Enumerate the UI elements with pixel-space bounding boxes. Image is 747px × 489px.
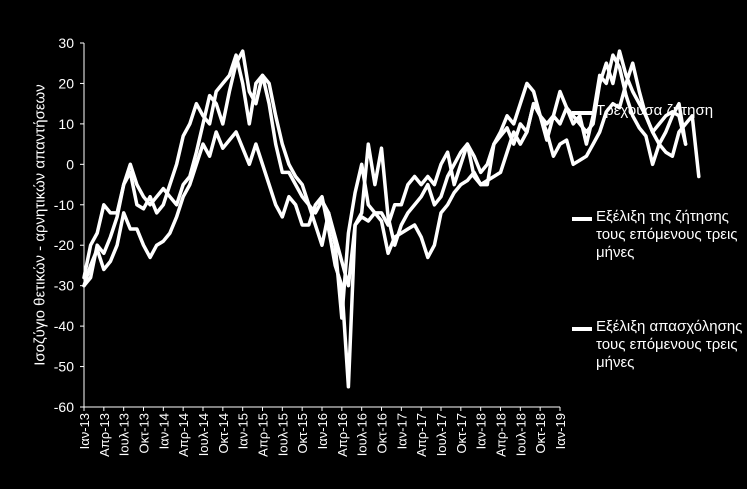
legend-swatch-demand-outlook (572, 217, 592, 221)
x-tick-label: Απρ-16 (335, 413, 350, 457)
legend-swatch-current-demand (572, 111, 592, 115)
x-tick-label: Απρ-18 (494, 413, 509, 457)
x-tick-label: Ιαν-16 (315, 413, 330, 449)
x-tick-label: Ιαν-18 (474, 413, 489, 449)
x-tick-label: Απρ-15 (256, 413, 271, 457)
legend-item-demand-outlook: Εξέλιξη της ζήτησης τους επόμενους τρεις… (572, 208, 746, 262)
x-tick-label: Ιαν-14 (156, 413, 171, 449)
x-tick-label: Απρ-13 (97, 413, 112, 457)
y-tick-label: -20 (54, 237, 74, 253)
x-tick-label: Οκτ-15 (295, 413, 310, 454)
x-tick-label: Ιαν-13 (77, 413, 92, 449)
legend-label-current-demand: Τρέχουσα ζήτηση (596, 102, 714, 119)
y-tick-label: -40 (54, 318, 74, 334)
series-line-demand-outlook (82, 49, 688, 320)
y-tick-label: -30 (54, 278, 74, 294)
x-tick-label: Ιουλ-14 (196, 413, 211, 456)
y-tick-label: -60 (54, 399, 74, 415)
y-tick-label: 0 (66, 156, 74, 172)
legend-swatch-employment-outlook (572, 327, 592, 331)
y-tick-label: 20 (58, 75, 74, 91)
x-tick-label: Ιαν-19 (553, 413, 568, 449)
series-line-employment-outlook (82, 49, 688, 288)
legend-label-employment-outlook: Εξέλιξη απασχόλησης τους επόμενους τρεις… (596, 318, 743, 371)
legend-item-employment-outlook: Εξέλιξη απασχόλησης τους επόμενους τρεις… (572, 318, 746, 372)
x-tick-label: Οκτ-16 (375, 413, 390, 454)
x-tick-label: Ιαν-15 (236, 413, 251, 449)
x-tick-label: Ιουλ-15 (275, 413, 290, 456)
x-tick-label: Οκτ-14 (216, 413, 231, 454)
y-tick-label: -50 (54, 359, 74, 375)
y-axis-label: Ισοζύγιο θετικών - αρνητικών απαντήσεων (31, 84, 49, 366)
series-line-current-demand (82, 61, 701, 389)
x-tick-label: Απρ-14 (176, 413, 191, 457)
x-tick-label: Ιουλ-16 (355, 413, 370, 456)
x-tick-label: Απρ-17 (414, 413, 429, 457)
x-tick-label: Ιουλ-18 (513, 413, 528, 456)
x-tick-label: Οκτ-17 (454, 413, 469, 454)
y-tick-label: -10 (54, 197, 74, 213)
legend-item-current-demand: Τρέχουσα ζήτηση (572, 102, 746, 120)
x-tick-label: Ιουλ-17 (434, 413, 449, 456)
y-tick-label: 10 (58, 116, 74, 132)
x-tick-label: Οκτ-13 (137, 413, 152, 454)
legend-label-demand-outlook: Εξέλιξη της ζήτησης τους επόμενους τρεις… (596, 208, 738, 261)
x-tick-label: Ιαν-17 (394, 413, 409, 449)
x-tick-label: Οκτ-18 (533, 413, 548, 454)
x-tick-label: Ιουλ-13 (117, 413, 132, 456)
y-tick-label: 30 (58, 35, 74, 51)
